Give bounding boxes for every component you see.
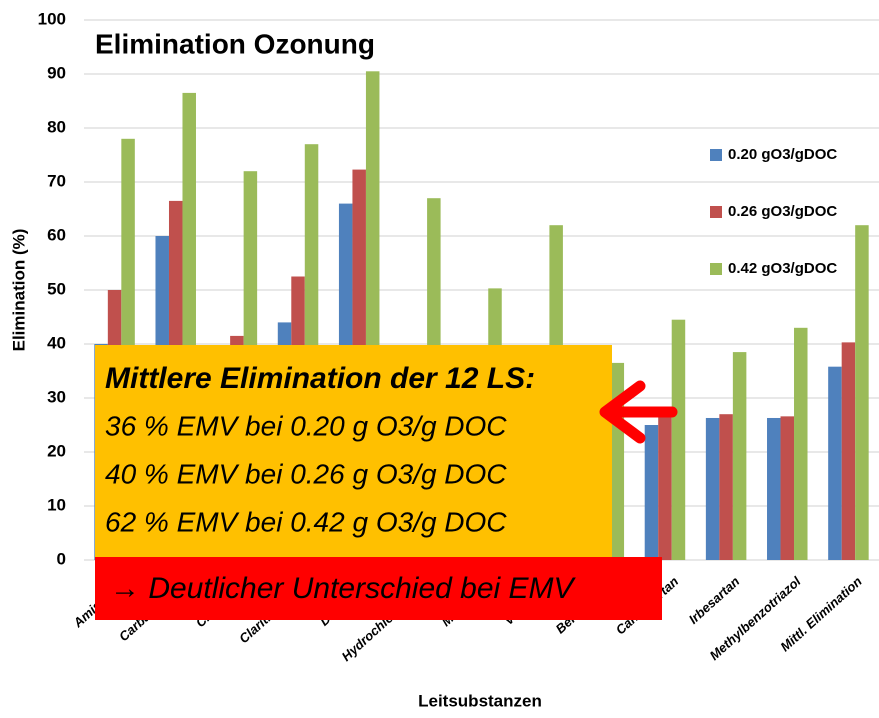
y-tick-label: 40 bbox=[47, 333, 66, 352]
chart-title: Elimination Ozonung bbox=[95, 28, 375, 59]
arrow bbox=[599, 380, 678, 444]
y-tick-label: 0 bbox=[57, 549, 66, 568]
y-tick-label: 80 bbox=[47, 117, 66, 136]
y-tick-label: 100 bbox=[38, 9, 66, 28]
legend-swatch bbox=[710, 149, 722, 161]
y-tick-label: 50 bbox=[47, 279, 66, 298]
conclusion-text: → Deutlicher Unterschied bei EMV bbox=[110, 572, 577, 605]
x-axis-label: Leitsubstanzen bbox=[418, 691, 542, 710]
legend-swatch bbox=[710, 206, 722, 218]
y-axis-label: Elimination (%) bbox=[9, 229, 28, 352]
bar bbox=[658, 408, 672, 560]
summary-heading: Mittlere Elimination der 12 LS: bbox=[105, 362, 535, 395]
bar bbox=[732, 352, 747, 560]
y-tick-label: 20 bbox=[47, 441, 66, 460]
summary-line: 40 % EMV bei 0.26 g O3/g DOC bbox=[105, 458, 507, 489]
summary-box bbox=[95, 345, 612, 557]
bar bbox=[610, 362, 625, 560]
legend-label: 0.42 gO3/gDOC bbox=[728, 260, 837, 277]
bar bbox=[780, 416, 795, 560]
bar bbox=[719, 414, 733, 560]
y-tick-label: 70 bbox=[47, 171, 66, 190]
legend-label: 0.20 gO3/gDOC bbox=[728, 146, 837, 163]
bar bbox=[644, 425, 659, 560]
conclusion-box bbox=[95, 557, 662, 620]
bar bbox=[705, 417, 720, 560]
bar bbox=[767, 417, 781, 560]
y-tick-label: 30 bbox=[47, 387, 66, 406]
y-tick-label: 90 bbox=[47, 63, 66, 82]
legend-label: 0.26 gO3/gDOC bbox=[728, 203, 837, 220]
y-tick-label: 10 bbox=[47, 495, 66, 514]
y-tick-label: 60 bbox=[47, 225, 66, 244]
summary-line: 36 % EMV bei 0.20 g O3/g DOC bbox=[105, 410, 507, 441]
bar bbox=[794, 327, 808, 560]
summary-line: 62 % EMV bei 0.42 g O3/g DOC bbox=[105, 506, 507, 537]
legend-swatch bbox=[710, 263, 722, 275]
bar bbox=[828, 366, 842, 560]
x-tick-label: Irbesartan bbox=[686, 574, 743, 627]
bar bbox=[671, 319, 686, 560]
bar bbox=[855, 225, 869, 560]
bar bbox=[841, 342, 856, 560]
